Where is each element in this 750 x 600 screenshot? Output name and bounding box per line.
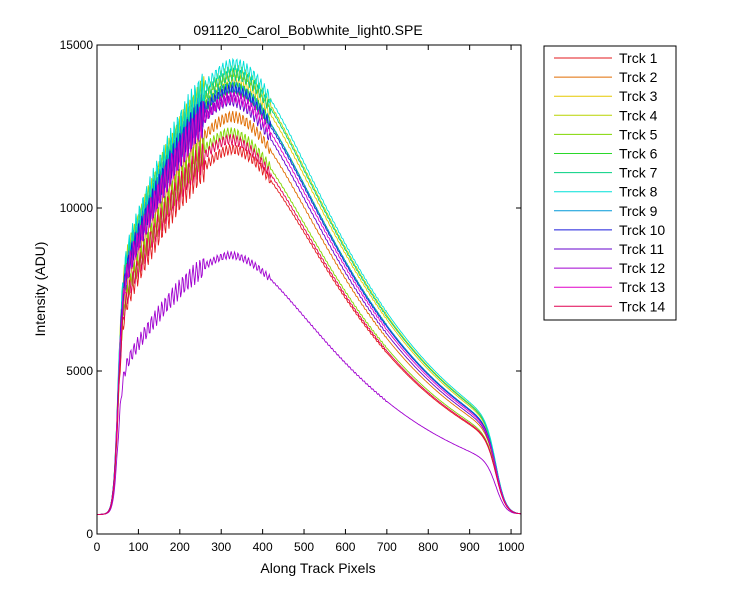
y-tick-label: 5000 bbox=[66, 364, 93, 378]
legend-label-8: Trck 8 bbox=[619, 184, 658, 200]
plot-background bbox=[97, 45, 521, 534]
legend-label-13: Trck 13 bbox=[619, 279, 665, 295]
x-tick-label: 100 bbox=[128, 540, 148, 554]
legend-label-2: Trck 2 bbox=[619, 69, 658, 85]
series-line-14 bbox=[97, 133, 522, 515]
legend-label-1: Trck 1 bbox=[619, 50, 658, 66]
plot-frame bbox=[96, 44, 522, 535]
x-tick-label: 900 bbox=[460, 540, 480, 554]
x-axis-label: Along Track Pixels bbox=[260, 560, 375, 576]
series-line-10 bbox=[97, 84, 522, 515]
x-tick-label: 200 bbox=[170, 540, 190, 554]
series-layer bbox=[97, 57, 522, 515]
legend-label-9: Trck 9 bbox=[619, 203, 658, 219]
series-line-11 bbox=[97, 94, 522, 515]
legend-box bbox=[543, 45, 677, 321]
legend-label-5: Trck 5 bbox=[619, 126, 658, 142]
legend-label-14: Trck 14 bbox=[619, 298, 665, 314]
x-tick-label: 700 bbox=[377, 540, 397, 554]
x-tick-label: 0 bbox=[94, 540, 101, 554]
x-tick-label: 600 bbox=[335, 540, 355, 554]
y-axis-label: Intensity (ADU) bbox=[32, 242, 48, 337]
series-line-13 bbox=[97, 90, 522, 515]
series-line-8 bbox=[97, 57, 522, 515]
x-tick-label: 500 bbox=[294, 540, 314, 554]
y-tick-label: 0 bbox=[86, 527, 93, 541]
plot-area bbox=[97, 45, 521, 534]
y-tick-label: 15000 bbox=[60, 38, 94, 52]
x-tick-label: 1000 bbox=[498, 540, 525, 554]
legend-label-3: Trck 3 bbox=[619, 88, 658, 104]
series-line-2 bbox=[97, 110, 522, 515]
series-line-5 bbox=[97, 127, 522, 515]
legend-label-12: Trck 12 bbox=[619, 260, 665, 276]
x-tick-label: 800 bbox=[418, 540, 438, 554]
legend-label-11: Trck 11 bbox=[619, 241, 664, 257]
series-line-12 bbox=[97, 249, 522, 515]
chart-title: 091120_Carol_Bob\white_light0.SPE bbox=[193, 22, 422, 38]
y-tick-label: 10000 bbox=[60, 201, 94, 215]
legend-label-6: Trck 6 bbox=[619, 146, 658, 162]
legend-label-7: Trck 7 bbox=[619, 165, 658, 181]
legend-label-4: Trck 4 bbox=[619, 107, 658, 123]
x-tick-label: 300 bbox=[211, 540, 231, 554]
legend: Trck 1 Trck 2 Trck 3 Trck 4 Trck 5 Trck 6 Trck… bbox=[543, 45, 677, 321]
legend-label-10: Trck 10 bbox=[619, 222, 665, 238]
x-tick-label: 400 bbox=[253, 540, 273, 554]
axes-layer: 0 100 200 300 400 500 600 700 800 900 100005000100… bbox=[60, 38, 525, 554]
